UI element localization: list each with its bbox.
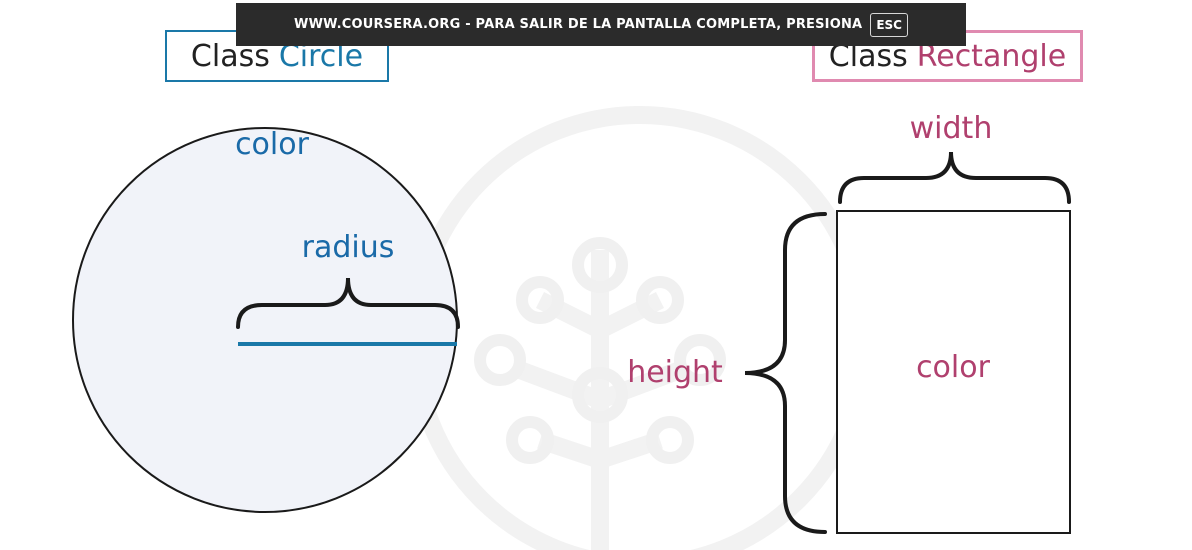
circle-shape <box>72 127 458 513</box>
radius-brace <box>236 277 460 329</box>
rect-width-label: width <box>910 111 993 146</box>
rect-color-label: color <box>916 350 991 385</box>
rectangle-shape <box>836 210 1071 534</box>
width-brace <box>838 151 1071 204</box>
rect-height-label: height <box>627 355 723 390</box>
circle-color-label: color <box>235 127 310 162</box>
fullscreen-message: WWW.COURSERA.ORG - PARA SALIR DE LA PANT… <box>294 17 863 32</box>
esc-key-button[interactable]: ESC <box>870 12 908 37</box>
circle-radius-label: radius <box>302 230 395 265</box>
height-brace <box>744 212 827 534</box>
fullscreen-notice: WWW.COURSERA.ORG - PARA SALIR DE LA PANT… <box>236 3 966 46</box>
